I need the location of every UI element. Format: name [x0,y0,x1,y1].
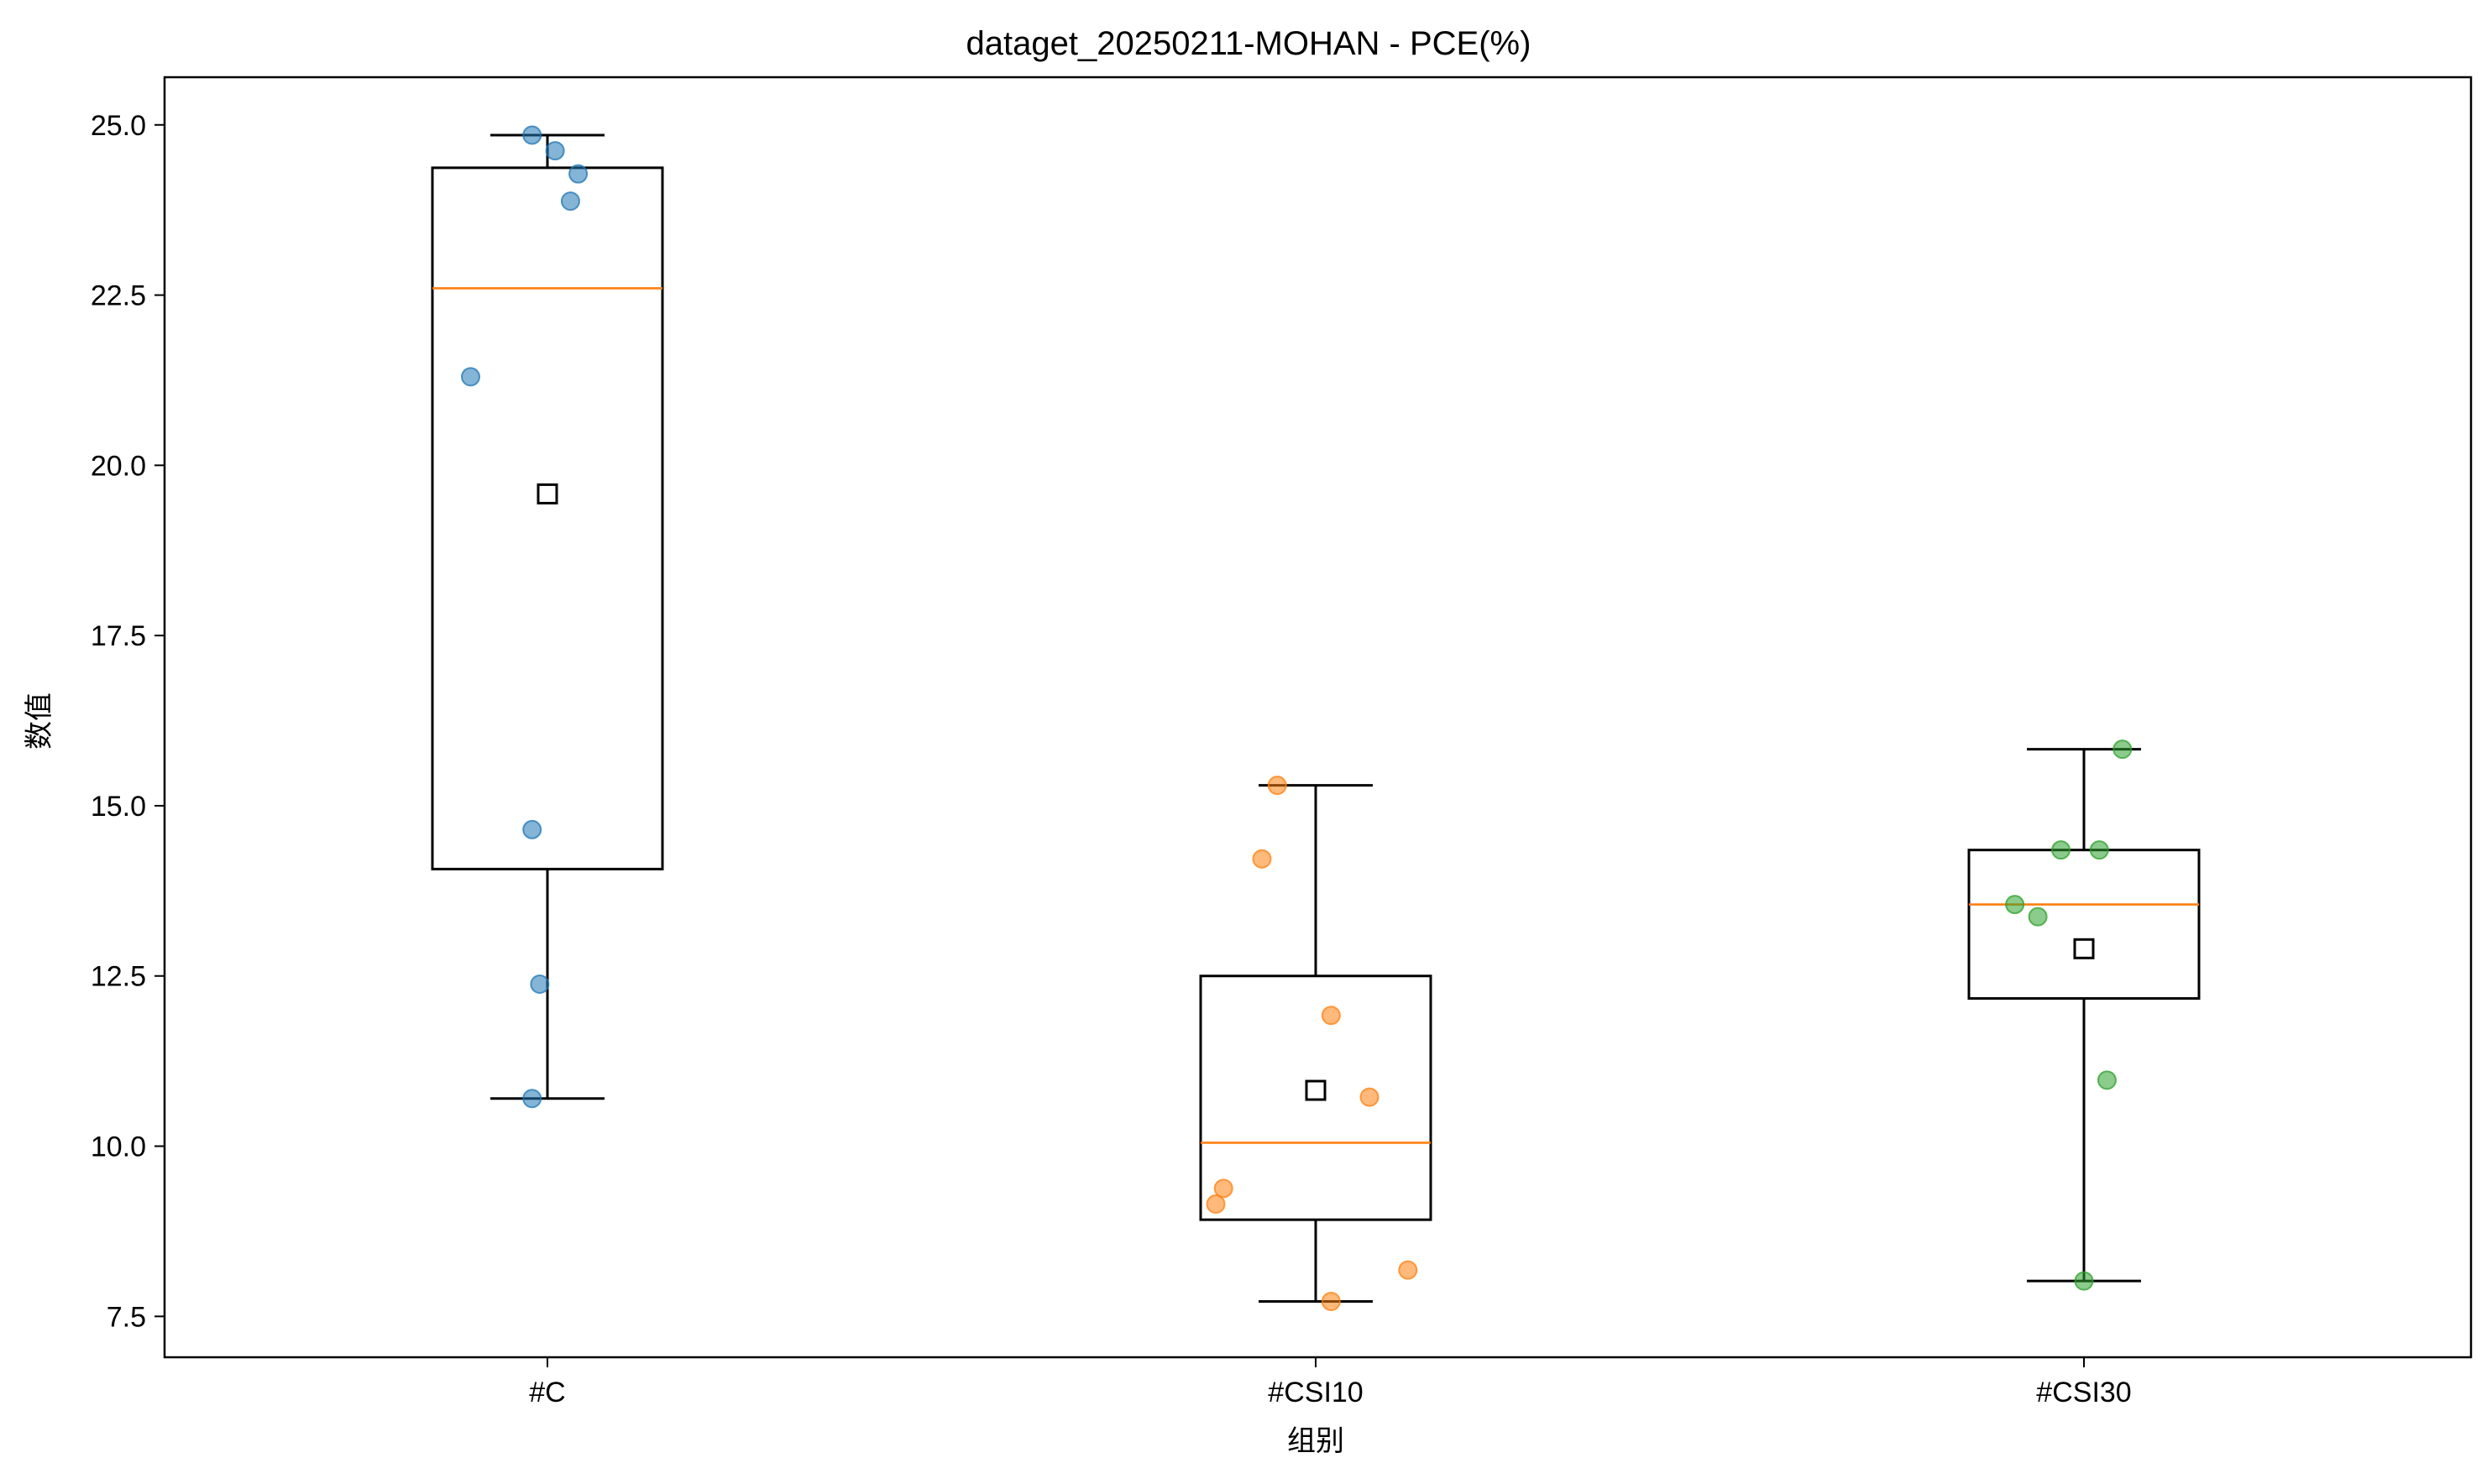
box-group-1 [1199,776,1432,1311]
iqr-box [1199,975,1432,1221]
y-tick-label: 20.0 [91,450,146,482]
y-tick-label: 17.5 [91,620,146,652]
data-point [1398,1260,1418,1280]
iqr-box [431,166,664,870]
iqr-box [1967,849,2201,1001]
y-tick-label: 22.5 [91,280,146,312]
data-point [1267,776,1287,796]
data-point [568,164,589,184]
data-point [1252,849,1272,869]
y-axis: 7.5 10.0 12.5 15.0 17.5 20.0 22.5 25.0 [91,110,165,1333]
mean-marker [2073,938,2095,959]
y-tick-label: 25.0 [91,110,146,142]
data-point [2028,907,2048,927]
data-point [2074,1271,2094,1291]
data-point [530,974,550,994]
data-point [545,141,565,161]
x-tick-label: #CSI30 [2036,1377,2131,1408]
data-point [1321,1291,1341,1311]
y-tick-label: 7.5 [107,1301,146,1333]
box-group-2 [1967,739,2201,1291]
data-point [2005,895,2025,915]
x-axis: #C #CSI10 #CSI30 [529,1357,2132,1408]
box-group-0 [431,125,664,1109]
y-tick-label: 12.5 [91,961,146,993]
data-point [522,125,542,145]
data-point [522,819,542,839]
data-point [1321,1006,1341,1026]
data-point [2112,739,2133,760]
plot-frame [163,76,2473,1359]
data-point [1213,1178,1233,1199]
data-point [1206,1194,1226,1214]
y-tick-label: 15.0 [91,791,146,823]
data-point [2051,840,2071,860]
data-point [461,367,480,387]
mean-marker [1305,1079,1327,1101]
data-point [2089,840,2109,860]
x-tick-label: #C [529,1377,565,1408]
chart-title: dataget_20250211-MOHAN - PCE(%) [966,25,1531,62]
data-point [560,191,580,212]
data-point [1359,1087,1380,1107]
y-tick-label: 10.0 [91,1131,146,1163]
y-axis-label: 数值 [24,692,55,750]
data-point [2097,1070,2117,1090]
x-axis-label: 组别 [1287,1425,1344,1457]
data-point [522,1089,542,1109]
x-tick-label: #CSI10 [1268,1377,1363,1408]
mean-marker [537,483,558,504]
plot-area [163,76,2473,1359]
